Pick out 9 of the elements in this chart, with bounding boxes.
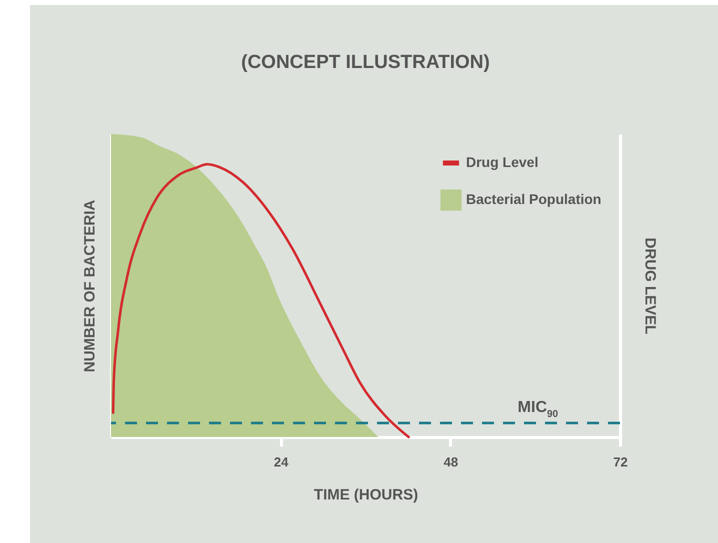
x-axis-title: TIME (HOURS) — [314, 486, 418, 504]
legend-label: Drug Level — [466, 154, 538, 170]
x-tick-label: 48 — [444, 454, 458, 470]
chart-title: (CONCEPT ILLUSTRATION) — [241, 52, 490, 73]
y2-axis-title: DRUG LEVEL — [642, 238, 658, 334]
legend-label: Bacterial Population — [466, 191, 602, 207]
y-axis-title: NUMBER OF BACTERIA — [82, 200, 98, 372]
x-tick-label: 72 — [613, 454, 628, 470]
x-tick-label: 24 — [274, 454, 290, 470]
